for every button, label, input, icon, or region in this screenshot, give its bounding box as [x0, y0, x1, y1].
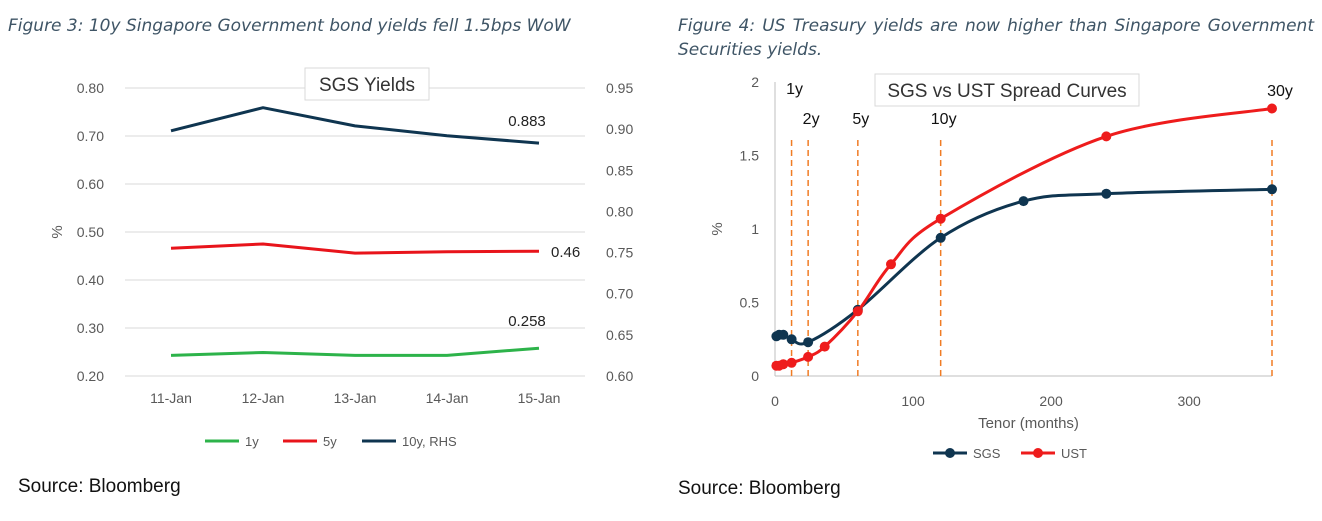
- legend-label-1y: 1y: [245, 434, 259, 449]
- chart-title: SGS vs UST Spread Curves: [887, 81, 1126, 102]
- x-tick-label: 100: [901, 393, 925, 409]
- x-tick-label: 200: [1039, 393, 1063, 409]
- data-label-1y: 0.258: [508, 313, 546, 330]
- y2-tick-label: 0.65: [606, 327, 633, 343]
- y-tick-label: 0.70: [77, 128, 104, 144]
- y-tick-label: 2: [751, 74, 759, 90]
- y2-tick-label: 0.75: [606, 245, 633, 261]
- legend-label-10y-rhs: 10y, RHS: [402, 434, 457, 449]
- data-label-5y: 0.46: [551, 244, 580, 261]
- y2-tick-label: 0.95: [606, 80, 633, 96]
- y-tick-label: 0.80: [77, 80, 104, 96]
- y-tick-label: 0.40: [77, 272, 104, 288]
- figure-3-caption: Figure 3: 10y Singapore Government bond …: [8, 16, 571, 36]
- tenor-label-1y: 1y: [786, 81, 803, 98]
- series-line-ust: [776, 107, 1273, 368]
- series-line-5y: [170, 242, 540, 255]
- data-point-ust: [1267, 103, 1277, 114]
- y-tick-label: 0.5: [740, 295, 760, 311]
- data-point-sgs: [778, 329, 789, 340]
- y2-tick-label: 0.70: [606, 286, 633, 302]
- y2-tick-label: 0.90: [606, 121, 633, 137]
- data-point-ust: [1101, 131, 1112, 142]
- y2-tick-label: 0.60: [606, 368, 633, 384]
- y-axis-label: %: [709, 222, 726, 235]
- chart-title: SGS Yields: [319, 75, 415, 96]
- x-axis-label: Tenor (months): [978, 415, 1079, 432]
- x-tick-label: 11-Jan: [150, 390, 192, 406]
- data-point-ust: [803, 351, 814, 362]
- legend-label-ust: UST: [1061, 446, 1087, 461]
- y-tick-label: 0.50: [77, 224, 104, 240]
- data-point-ust: [819, 341, 830, 352]
- series-line-1y: [170, 346, 540, 357]
- x-tick-label: 12-Jan: [242, 390, 285, 406]
- data-label-10y-rhs: 0.883: [508, 113, 546, 130]
- data-point-ust: [786, 357, 797, 368]
- legend-label-sgs: SGS: [973, 446, 1001, 461]
- x-tick-label: 13-Jan: [334, 390, 377, 406]
- legend-marker-sgs: [945, 448, 955, 458]
- data-point-ust: [778, 359, 789, 370]
- y-tick-label: 1.5: [740, 148, 760, 164]
- chart-title-box: [874, 73, 1140, 107]
- data-point-sgs: [803, 337, 814, 348]
- data-point-ust: [886, 259, 896, 270]
- y-tick-label: 0.60: [77, 176, 104, 192]
- y-tick-label: 1: [751, 221, 759, 237]
- figure-4-source: Source: Bloomberg: [678, 478, 841, 499]
- tenor-label-10y: 10y: [931, 111, 957, 128]
- figure-4-caption: Figure 4: US Treasury yields are now hig…: [678, 16, 1314, 60]
- legend-marker-ust: [1033, 448, 1043, 458]
- tenor-label-5y: 5y: [852, 111, 869, 128]
- figure-3-source: Source: Bloomberg: [18, 476, 181, 497]
- data-point-sgs: [1101, 188, 1112, 199]
- tenor-label-2y: 2y: [803, 111, 820, 128]
- y2-tick-label: 0.80: [606, 203, 633, 219]
- legend-label-5y: 5y: [323, 434, 337, 449]
- x-tick-label: 15-Jan: [518, 390, 561, 406]
- x-tick-label: 14-Jan: [426, 390, 469, 406]
- y-tick-label: 0: [751, 368, 759, 384]
- data-point-sgs: [786, 334, 797, 345]
- y2-tick-label: 0.85: [606, 162, 633, 178]
- data-point-sgs: [935, 232, 946, 243]
- y-tick-label: 0.30: [77, 320, 104, 336]
- data-point-ust: [935, 213, 946, 224]
- x-tick-label: 300: [1177, 393, 1201, 409]
- x-tick-label: 0: [771, 393, 779, 409]
- chart-title-box: [304, 67, 430, 101]
- data-point-sgs: [1018, 196, 1029, 207]
- y-tick-label: 0.20: [77, 368, 104, 384]
- series-line-10y-rhs: [170, 106, 540, 145]
- tenor-label-30y: 30y: [1267, 83, 1293, 100]
- data-point-ust: [852, 306, 863, 317]
- data-point-sgs: [1267, 184, 1277, 195]
- y-axis-label: %: [49, 225, 66, 238]
- sgs-yields-chart: 0.20 0.30 0.40 0.50 0.60 0.70 0.80 0.60 0.65 0.70…: [49, 67, 633, 449]
